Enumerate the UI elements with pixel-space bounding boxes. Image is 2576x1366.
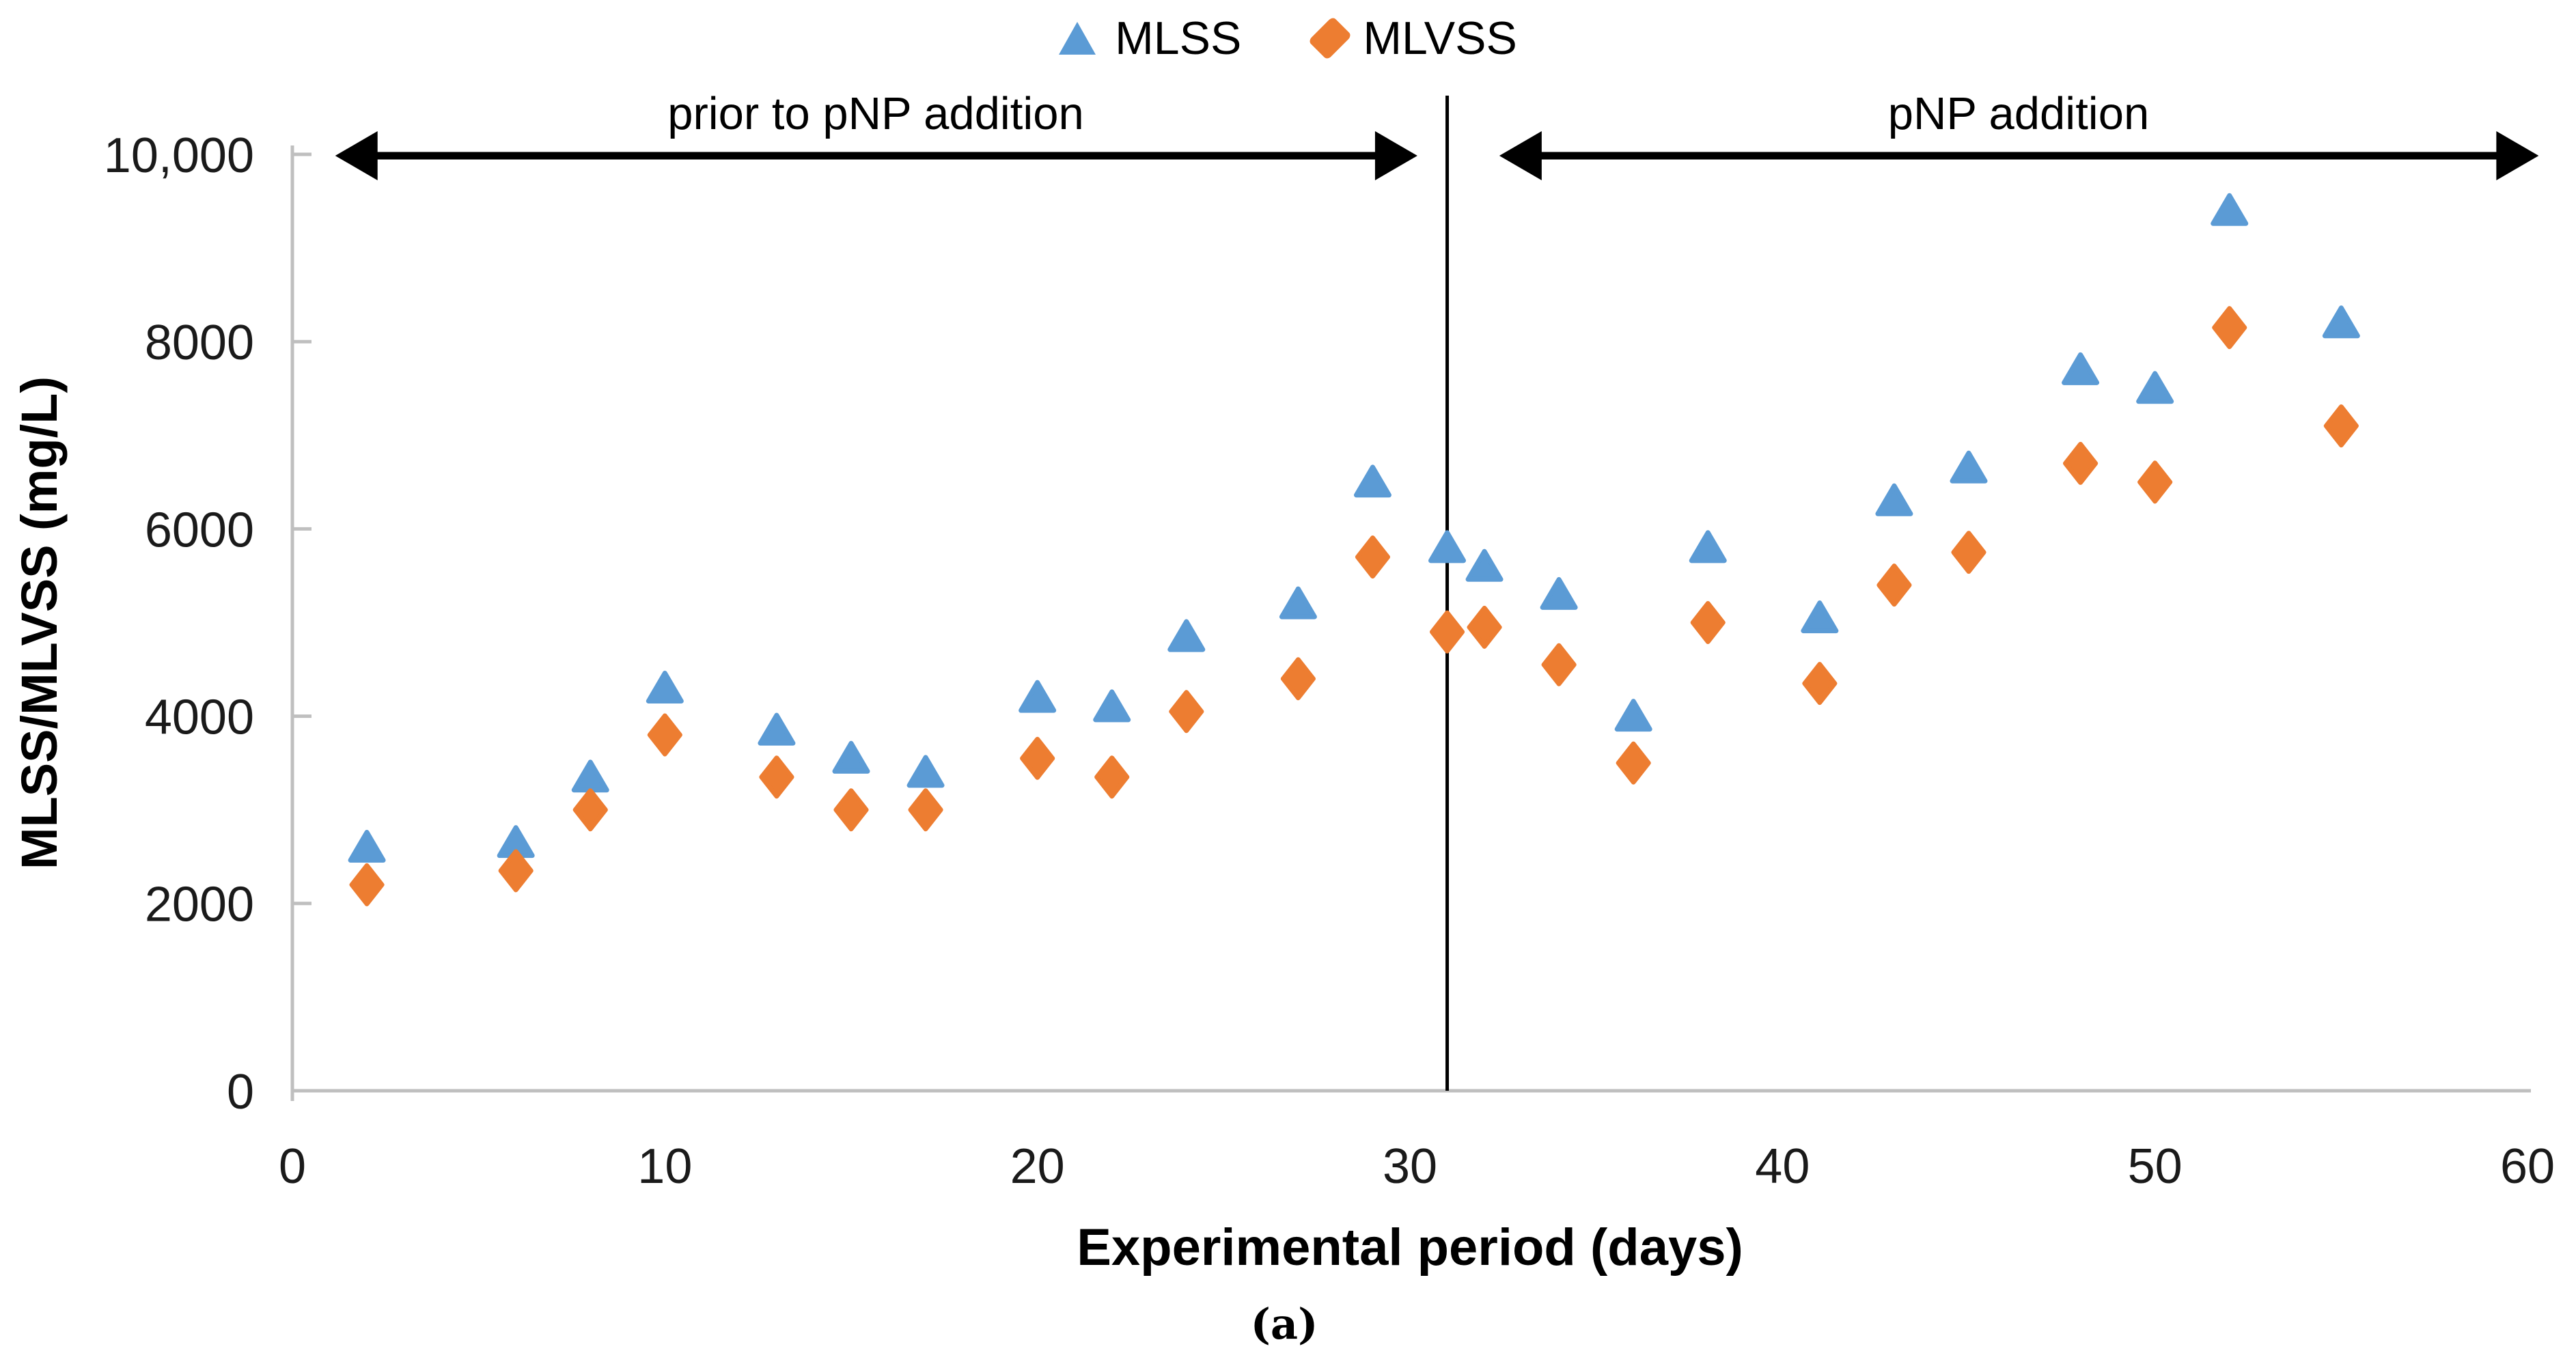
mlss-point (2322, 305, 2360, 339)
mlvss-point (759, 755, 794, 799)
legend-item-mlvss: MLVSS (1308, 12, 1517, 64)
mlvss-point (1616, 741, 1651, 785)
mlss-point (2211, 193, 2249, 226)
annotation-prior-pnp: prior to pNP addition (667, 88, 1084, 139)
subfigure-caption: (a) (1250, 1299, 1318, 1349)
mlss-point (1167, 619, 1206, 652)
mlvss-diamond-icon (1308, 16, 1353, 61)
mlvss-point (2323, 404, 2359, 448)
mlss-point (906, 755, 945, 788)
mlvss-point (647, 713, 682, 757)
mlvss-point (1094, 755, 1130, 799)
mlss-point (832, 740, 870, 774)
y-tick-label: 8000 (145, 316, 254, 370)
mlss-point (348, 830, 386, 863)
mlvss-point (2137, 460, 2173, 504)
legend-label-mlvss: MLVSS (1363, 12, 1517, 64)
mlss-point (1689, 530, 1727, 563)
x-axis-title: Experimental period (days) (1077, 1218, 1743, 1277)
mlvss-point (908, 788, 943, 832)
mlss-point (1428, 530, 1467, 563)
mlss-point (1614, 699, 1652, 732)
mlss-point (1353, 464, 1391, 498)
mlvss-point (1541, 643, 1577, 686)
pnp-arrow-head-left (1499, 131, 1542, 180)
mlvss-point (1169, 690, 1204, 734)
mlvss-point (2212, 306, 2247, 350)
mlvss-point (572, 788, 608, 832)
mlss-point (1465, 548, 1504, 582)
legend-label-mlss: MLSS (1115, 12, 1242, 64)
mlvss-point (498, 849, 534, 893)
y-tick-label: 2000 (145, 878, 254, 932)
mlvss-point (1802, 662, 1838, 706)
mlvss-point (2063, 441, 2099, 485)
mlss-point (1801, 600, 1839, 634)
x-tick-label: 40 (1755, 1139, 1810, 1194)
mlvss-point (1280, 657, 1316, 701)
mlss-point (1279, 586, 1317, 619)
mlvss-point (1951, 531, 1986, 574)
mlss-point (1093, 689, 1131, 723)
prior-pnp-arrow-head-right (1374, 131, 1417, 180)
mlss-point (571, 759, 609, 793)
x-tick-label: 60 (2500, 1139, 2555, 1194)
x-tick-label: 0 (279, 1139, 306, 1194)
mlss-point (646, 670, 684, 703)
x-tick-label: 20 (1010, 1139, 1065, 1194)
y-tick-label: 0 (227, 1065, 254, 1119)
y-tick-label: 10,000 (104, 128, 254, 183)
mlss-point (1950, 450, 1988, 484)
mlvss-point (1690, 601, 1726, 644)
y-tick-label: 6000 (145, 503, 254, 557)
mlvss-point (1430, 610, 1465, 654)
x-tick-label: 50 (2128, 1139, 2183, 1194)
mlvss-point (349, 863, 385, 906)
mlvss-point (833, 788, 869, 832)
mlss-triangle-icon (1059, 22, 1096, 55)
mlss-point (2136, 371, 2174, 404)
mlss-point (1875, 483, 1913, 516)
mlss-point (758, 712, 796, 746)
chart-legend: MLSS MLVSS (0, 15, 2576, 61)
mlvss-point (1355, 535, 1390, 579)
x-tick-label: 30 (1383, 1139, 1437, 1194)
prior-pnp-arrow-head-left (335, 131, 378, 180)
y-axis-title: MLSS/MLVSS (mg/L) (11, 376, 68, 870)
mlvss-point (1020, 736, 1055, 780)
y-tick-label: 4000 (145, 691, 254, 745)
x-tick-label: 10 (637, 1139, 692, 1194)
annotation-pnp-addition: pNP addition (1887, 88, 2150, 139)
mlss-point (1540, 576, 1578, 610)
mlss-point (1019, 680, 1057, 713)
mlvss-point (1467, 605, 1502, 649)
legend-item-mlss: MLSS (1059, 15, 1241, 61)
pnp-arrow-head-right (2496, 131, 2539, 180)
mlss-point (2062, 352, 2100, 385)
mlvss-point (1876, 563, 1912, 607)
